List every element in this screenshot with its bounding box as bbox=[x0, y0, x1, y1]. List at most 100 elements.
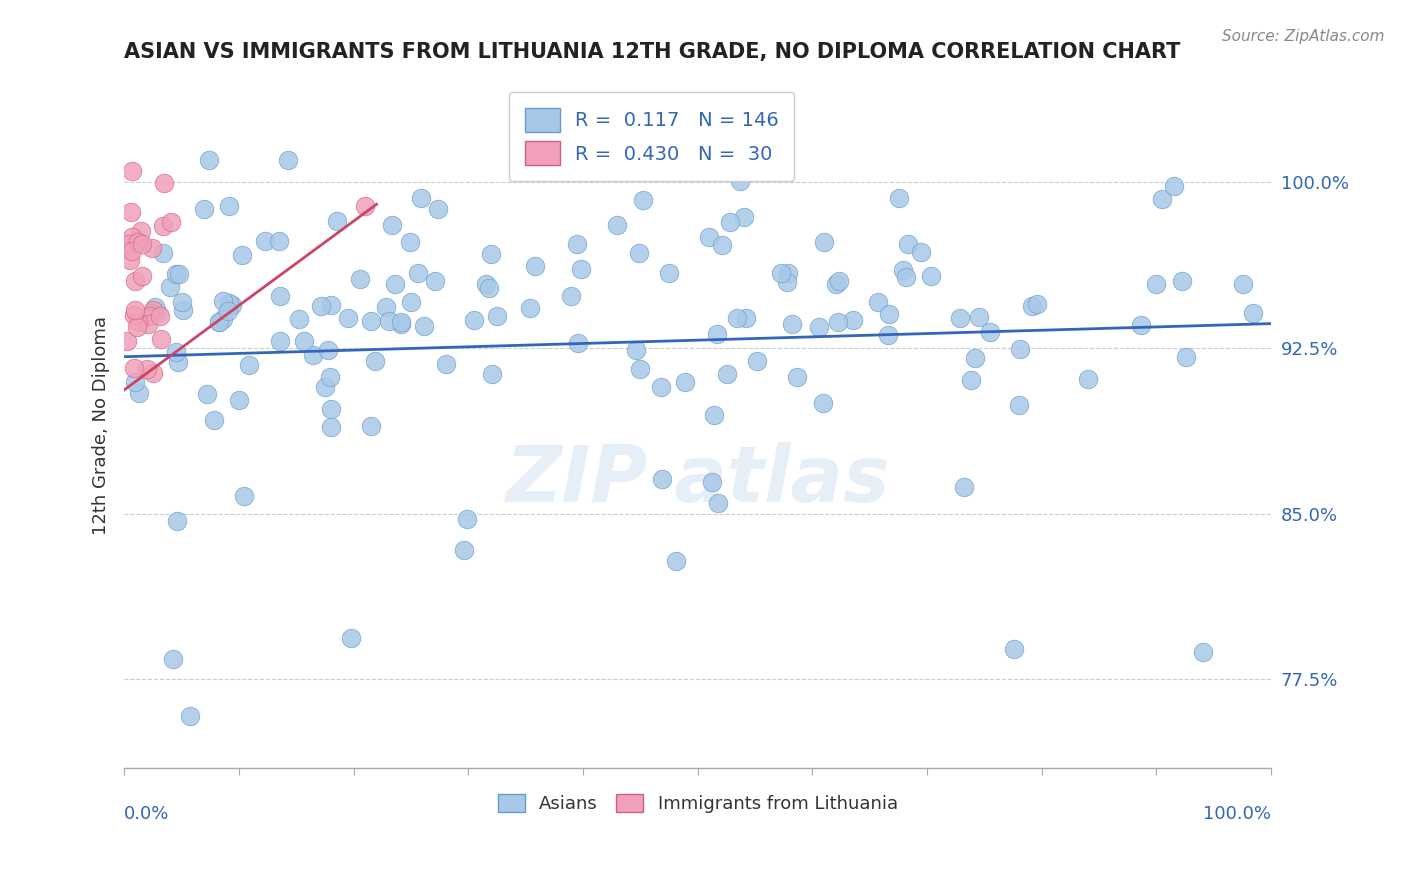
Point bbox=[165, 267, 187, 281]
Point bbox=[969, 310, 991, 324]
Text: ASIAN VS IMMIGRANTS FROM LITHUANIA 12TH GRADE, NO DIPLOMA CORRELATION CHART: ASIAN VS IMMIGRANTS FROM LITHUANIA 12TH … bbox=[124, 42, 1181, 62]
Point bbox=[807, 320, 830, 334]
Point bbox=[920, 268, 942, 283]
Point bbox=[703, 409, 725, 423]
Point bbox=[658, 266, 681, 280]
Point bbox=[1144, 277, 1167, 292]
Point bbox=[813, 235, 835, 249]
Point bbox=[360, 419, 382, 434]
Point bbox=[628, 246, 651, 260]
Point bbox=[776, 266, 799, 280]
Point bbox=[866, 294, 889, 309]
Point bbox=[377, 314, 399, 328]
Point bbox=[120, 252, 142, 267]
Point bbox=[172, 294, 194, 309]
Point bbox=[952, 480, 974, 494]
Point bbox=[725, 311, 748, 326]
Point bbox=[195, 387, 218, 401]
Point bbox=[877, 328, 900, 343]
Point bbox=[745, 353, 768, 368]
Point bbox=[716, 367, 738, 381]
Point bbox=[735, 310, 758, 325]
Text: Source: ZipAtlas.com: Source: ZipAtlas.com bbox=[1222, 29, 1385, 44]
Point bbox=[1130, 318, 1153, 332]
Point bbox=[165, 344, 187, 359]
Point bbox=[231, 248, 253, 262]
Point bbox=[406, 266, 429, 280]
Point bbox=[453, 542, 475, 557]
Point bbox=[486, 309, 509, 323]
Point bbox=[427, 202, 450, 216]
Point bbox=[710, 238, 733, 252]
Legend: Asians, Immigrants from Lithuania: Asians, Immigrants from Lithuania bbox=[491, 787, 905, 821]
Point bbox=[131, 237, 153, 252]
Point bbox=[896, 270, 918, 285]
Point bbox=[233, 489, 256, 503]
Point bbox=[120, 204, 142, 219]
Point bbox=[162, 651, 184, 665]
Point bbox=[706, 326, 728, 341]
Point bbox=[391, 317, 413, 331]
Point bbox=[891, 263, 914, 277]
Point bbox=[167, 355, 190, 369]
Point bbox=[413, 318, 436, 333]
Point bbox=[127, 319, 149, 334]
Point bbox=[238, 358, 260, 372]
Point bbox=[337, 311, 360, 326]
Point bbox=[910, 245, 932, 260]
Point bbox=[193, 202, 215, 216]
Point bbox=[122, 309, 145, 323]
Point bbox=[141, 241, 163, 255]
Point bbox=[208, 315, 231, 329]
Point bbox=[364, 354, 387, 368]
Point bbox=[326, 213, 349, 227]
Point bbox=[1163, 178, 1185, 193]
Point bbox=[124, 274, 146, 288]
Point bbox=[340, 631, 363, 645]
Point bbox=[309, 299, 332, 313]
Point bbox=[842, 313, 865, 327]
Point bbox=[776, 275, 799, 289]
Point bbox=[475, 277, 498, 291]
Point bbox=[565, 237, 588, 252]
Point bbox=[628, 361, 651, 376]
Point bbox=[321, 402, 343, 417]
Point bbox=[228, 393, 250, 408]
Point bbox=[316, 343, 339, 357]
Point bbox=[212, 312, 235, 326]
Point bbox=[167, 267, 190, 281]
Point bbox=[269, 288, 291, 302]
Point bbox=[399, 295, 422, 310]
Point bbox=[780, 318, 803, 332]
Point bbox=[301, 348, 323, 362]
Point bbox=[127, 235, 149, 250]
Point bbox=[319, 369, 342, 384]
Point bbox=[288, 312, 311, 326]
Point bbox=[136, 362, 159, 376]
Point bbox=[384, 277, 406, 291]
Text: 0.0%: 0.0% bbox=[124, 805, 170, 823]
Point bbox=[218, 199, 240, 213]
Point bbox=[142, 303, 165, 318]
Point bbox=[141, 306, 163, 320]
Point bbox=[139, 309, 162, 323]
Point bbox=[481, 368, 503, 382]
Point bbox=[360, 314, 382, 328]
Point bbox=[314, 380, 336, 394]
Point bbox=[665, 553, 688, 567]
Point bbox=[478, 281, 501, 295]
Point bbox=[1004, 641, 1026, 656]
Point bbox=[960, 373, 983, 387]
Point bbox=[519, 301, 541, 315]
Point bbox=[121, 244, 143, 258]
Point bbox=[887, 191, 910, 205]
Point bbox=[434, 357, 457, 371]
Point bbox=[702, 475, 724, 490]
Point bbox=[606, 218, 628, 232]
Point bbox=[425, 274, 447, 288]
Point bbox=[479, 246, 502, 260]
Point bbox=[523, 260, 546, 274]
Point bbox=[131, 268, 153, 283]
Point bbox=[949, 311, 972, 326]
Point bbox=[277, 153, 299, 167]
